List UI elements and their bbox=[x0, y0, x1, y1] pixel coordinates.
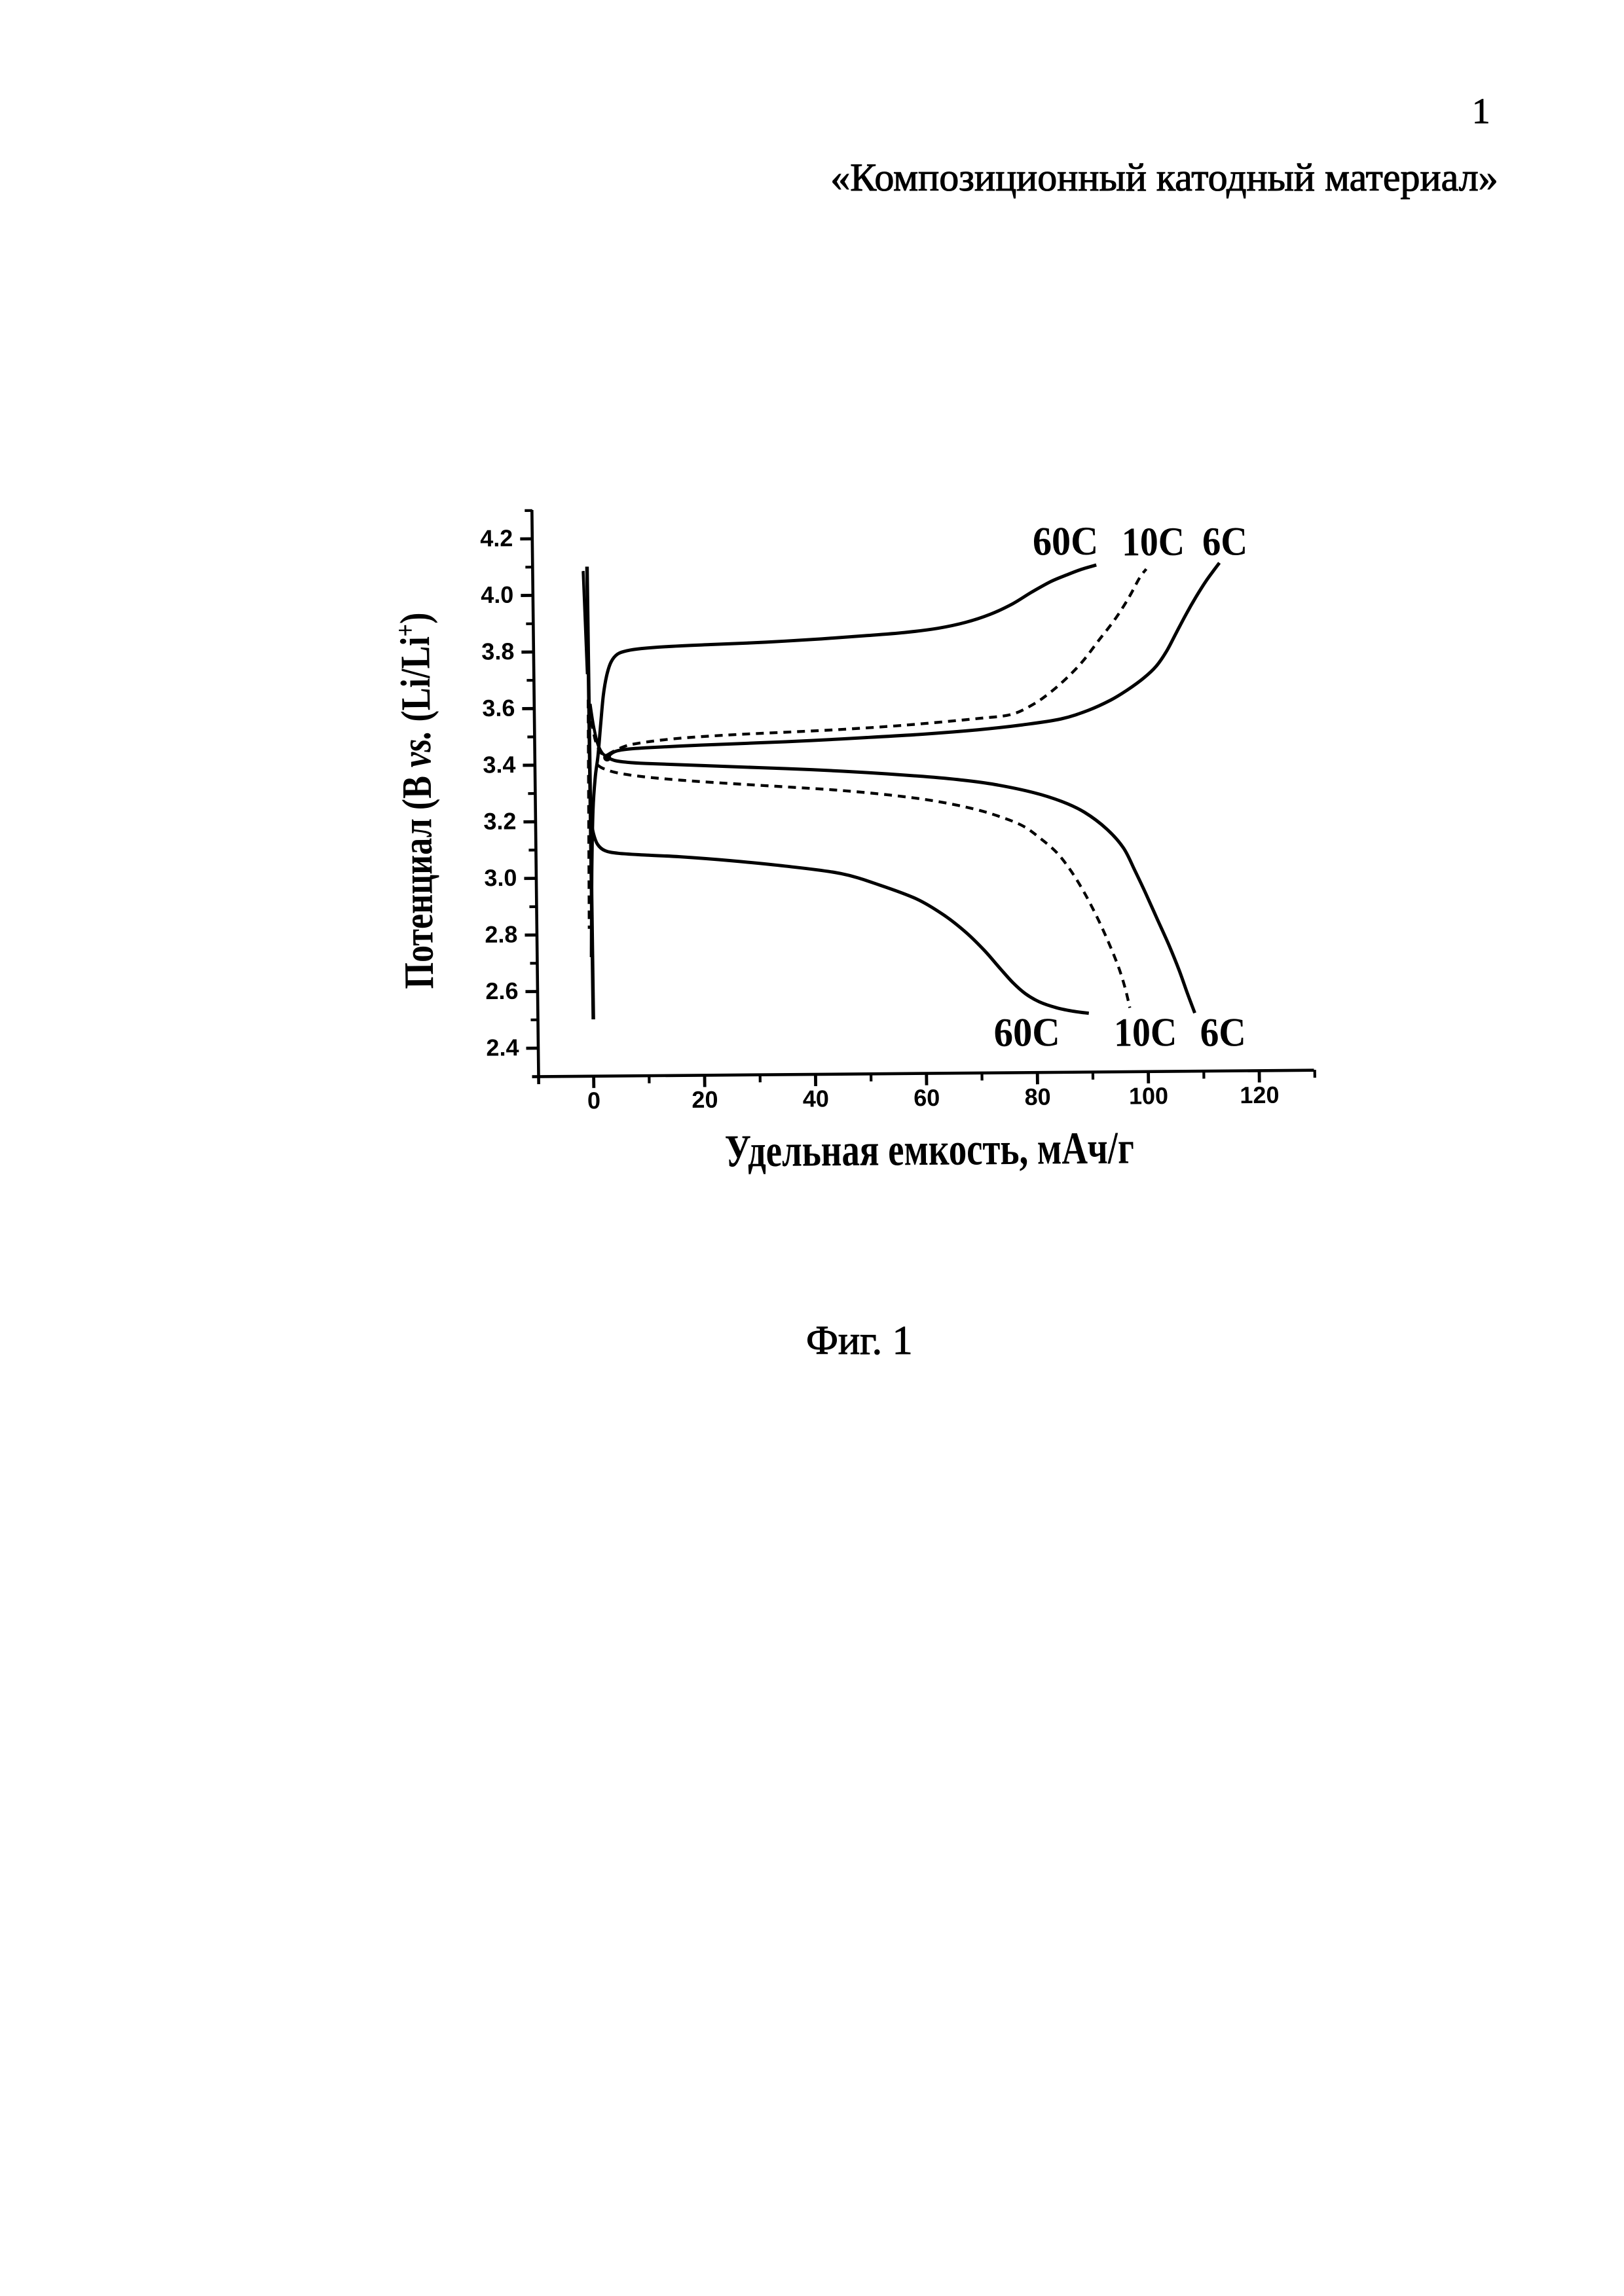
svg-text:40: 40 bbox=[803, 1085, 830, 1112]
svg-text:3.0: 3.0 bbox=[484, 864, 517, 891]
svg-text:3.2: 3.2 bbox=[483, 807, 517, 834]
svg-text:10C: 10C bbox=[1114, 1010, 1177, 1055]
svg-text:10C: 10C bbox=[1122, 520, 1185, 565]
svg-text:3.6: 3.6 bbox=[482, 695, 515, 721]
svg-text:4.0: 4.0 bbox=[481, 581, 514, 608]
svg-text:3.4: 3.4 bbox=[483, 751, 516, 778]
svg-text:2.8: 2.8 bbox=[485, 920, 518, 947]
svg-text:4.2: 4.2 bbox=[480, 524, 513, 551]
svg-text:2.4: 2.4 bbox=[486, 1034, 519, 1061]
svg-text:20: 20 bbox=[692, 1086, 718, 1113]
svg-text:6C: 6C bbox=[1200, 1010, 1246, 1055]
svg-text:3.8: 3.8 bbox=[481, 638, 515, 665]
svg-text:80: 80 bbox=[1024, 1084, 1051, 1110]
svg-text:Потенциал (В vs. (Li/Li+): Потенциал (В vs. (Li/Li+) bbox=[390, 612, 442, 989]
svg-text:60C: 60C bbox=[993, 1010, 1060, 1055]
svg-text:Удельная емкость, мАч/г: Удельная емкость, мАч/г bbox=[724, 1123, 1134, 1176]
svg-text:100: 100 bbox=[1129, 1082, 1169, 1109]
svg-text:60C: 60C bbox=[1033, 519, 1099, 564]
svg-text:0: 0 bbox=[587, 1087, 601, 1114]
svg-text:120: 120 bbox=[1240, 1082, 1280, 1108]
svg-text:6C: 6C bbox=[1202, 519, 1248, 564]
svg-text:60: 60 bbox=[913, 1084, 940, 1111]
svg-text:2.6: 2.6 bbox=[485, 977, 519, 1004]
